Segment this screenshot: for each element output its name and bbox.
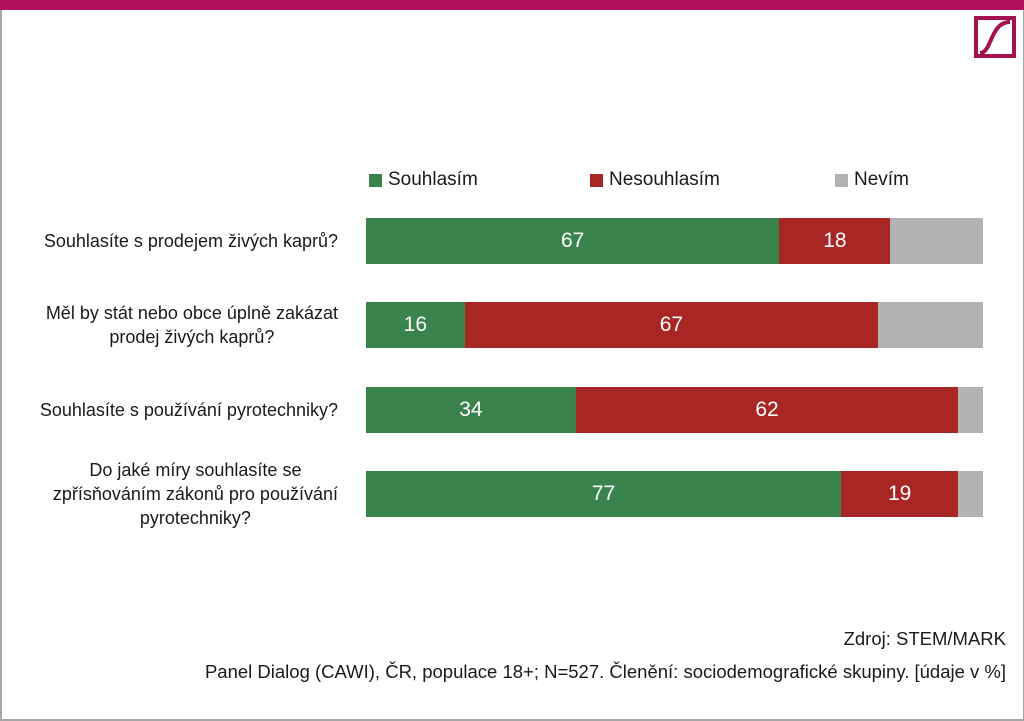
legend-swatch: [369, 173, 382, 187]
top-accent-bar: [0, 0, 1024, 10]
legend-label: Nevím: [854, 169, 909, 190]
bar-segment-souhlasím: 34: [366, 387, 576, 433]
question-label: Souhlasíte s prodejem živých kaprů?: [44, 229, 338, 253]
bar-segment-nesouhlasím: 62: [575, 387, 959, 433]
question-label-line: zpřísňováním zákonů pro používání: [52, 484, 338, 504]
bar-segment-nevím: [890, 218, 983, 264]
data-label: 16: [403, 313, 428, 336]
data-label: 67: [659, 313, 684, 336]
bar-segment-nevím: [958, 471, 983, 517]
bar-segment-souhlasím: 77: [366, 471, 842, 517]
legend-item-1: Souhlasím: [369, 169, 478, 191]
question-label-line: Souhlasíte s prodejem živých kaprů?: [43, 231, 338, 251]
legend-item-3: Nevím: [835, 169, 909, 191]
bar-segment-souhlasím: 16: [366, 302, 465, 348]
question-label: Do jaké míry souhlasíte se zpřísňováním z…: [53, 458, 338, 530]
legend-swatch: [835, 173, 848, 187]
question-label: Souhlasíte s používání pyrotechniky?: [40, 398, 338, 422]
methodology-note: Panel Dialog (CAWI), ČR, populace 18+; N…: [204, 661, 1006, 682]
data-label: 77: [591, 482, 616, 505]
data-label: 67: [561, 229, 585, 252]
bar-segment-souhlasím: 67: [366, 218, 780, 264]
question-label-line: prodej živých kaprů?: [109, 327, 275, 347]
bar-segment-nesouhlasím: 67: [464, 302, 879, 348]
source-note: Zdroj: STEM/MARK: [843, 628, 1006, 649]
data-label: 62: [755, 398, 779, 421]
question-label-line: Do jaké míry souhlasíte se: [89, 460, 302, 480]
bar-segment-nevím: [878, 302, 983, 348]
bar-segment-nesouhlasím: 18: [779, 218, 891, 264]
question-label-line: pyrotechniky?: [139, 508, 251, 528]
data-label: 18: [823, 229, 847, 252]
question-label: Měl by stát nebo obce úplně zakázat prode…: [46, 301, 338, 349]
question-label-line: Měl by stát nebo obce úplně zakázat: [45, 303, 338, 323]
s-curve-logo-icon: [974, 16, 1016, 58]
legend-label: Nesouhlasím: [609, 169, 720, 190]
question-label-line: Souhlasíte s používání pyrotechniky?: [39, 400, 338, 420]
legend-label: Souhlasím: [388, 169, 478, 190]
bar-segment-nesouhlasím: 19: [841, 471, 959, 517]
data-label: 34: [459, 398, 483, 421]
bar-segment-nevím: [958, 387, 983, 433]
data-label: 19: [888, 482, 912, 505]
legend-swatch: [590, 173, 603, 187]
legend-item-2: Nesouhlasím: [590, 169, 720, 191]
